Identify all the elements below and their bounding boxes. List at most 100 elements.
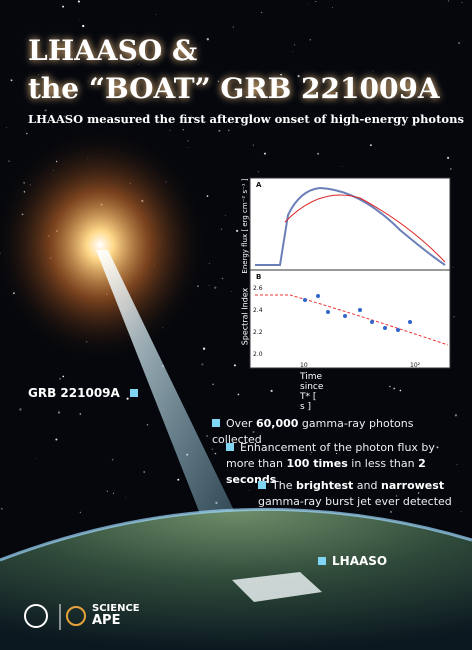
star — [370, 144, 372, 147]
star — [82, 24, 85, 28]
x-tick-label: 10 — [300, 362, 308, 369]
star — [0, 507, 3, 510]
cas-logo — [24, 604, 48, 628]
star — [225, 215, 226, 216]
star — [228, 129, 230, 131]
star — [155, 13, 157, 15]
logo-text: SCIENCE APE — [92, 603, 140, 627]
star — [457, 42, 461, 45]
star — [125, 496, 127, 498]
star — [77, 0, 80, 3]
star — [62, 375, 65, 378]
label-text: LHAASO — [332, 554, 388, 568]
star — [393, 387, 396, 390]
y-tick-label: 2.2 — [253, 329, 263, 336]
star — [345, 82, 347, 84]
x-tick-label: 10² — [410, 362, 421, 369]
star — [461, 2, 463, 4]
star — [111, 458, 114, 461]
text: gamma-ray burst jet ever detected — [258, 495, 452, 508]
star — [395, 495, 398, 497]
star — [447, 0, 449, 2]
star — [309, 39, 312, 41]
marker — [258, 481, 266, 489]
star — [447, 156, 450, 159]
text: Enhancement of the photon flux by more t… — [226, 441, 435, 470]
star — [214, 452, 217, 455]
star — [187, 147, 188, 148]
star — [79, 19, 80, 20]
star — [32, 83, 34, 85]
highlight: 60,000 — [255, 417, 299, 430]
label-text: GRB 221009A — [28, 386, 120, 400]
index-points — [303, 294, 412, 332]
bullet: Over 60,000 gamma-ray photons collected — [212, 416, 462, 448]
panel-label: A — [256, 181, 262, 189]
star — [261, 11, 263, 14]
star — [159, 53, 162, 56]
logo-line: SCIENCE — [92, 603, 140, 614]
star — [57, 411, 61, 414]
title: LHAASO & — [28, 34, 198, 67]
star — [10, 79, 13, 82]
star — [146, 424, 149, 426]
star — [391, 92, 393, 94]
star — [79, 413, 82, 415]
highlight: 100 times — [286, 457, 348, 470]
star — [201, 363, 204, 366]
star — [310, 79, 312, 82]
star — [38, 74, 40, 76]
highlight: brightest — [295, 479, 354, 492]
inset-background — [250, 178, 450, 368]
star — [190, 115, 192, 117]
star — [257, 171, 259, 173]
star — [8, 160, 10, 162]
star — [450, 168, 452, 170]
star — [126, 397, 129, 400]
star — [206, 435, 208, 437]
star — [178, 46, 181, 48]
star — [36, 457, 37, 459]
text: and — [353, 479, 381, 492]
logo-line: APE — [92, 613, 121, 628]
star — [177, 478, 180, 481]
star — [233, 364, 236, 367]
y-axis-label: Spectral Index — [240, 287, 250, 346]
text: in less than — [347, 457, 419, 470]
bullet: Enhancement of the photon flux by more t… — [226, 440, 462, 488]
star — [202, 347, 206, 350]
star — [206, 38, 209, 41]
star — [169, 129, 171, 131]
index-model — [255, 294, 449, 346]
star — [211, 448, 214, 450]
star — [452, 267, 454, 268]
star — [206, 195, 209, 197]
star — [69, 86, 71, 88]
star — [79, 511, 82, 514]
y-tick-label: 2.0 — [253, 351, 263, 358]
star — [208, 285, 210, 287]
star — [335, 452, 338, 455]
star — [453, 316, 455, 318]
subtitle: LHAASO measured the first afterglow onse… — [28, 112, 464, 126]
ape-logo — [66, 606, 86, 626]
star — [311, 451, 313, 453]
lhaaso-label: LHAASO — [318, 554, 387, 568]
star — [248, 490, 250, 491]
highlight: narrowest — [380, 479, 445, 492]
star — [280, 73, 283, 76]
star — [26, 132, 28, 135]
marker — [318, 557, 326, 565]
star — [44, 109, 47, 112]
star — [55, 438, 58, 441]
star — [231, 291, 232, 292]
star — [252, 430, 255, 434]
star — [143, 471, 146, 473]
star — [62, 5, 65, 8]
star — [252, 144, 255, 146]
star — [112, 492, 115, 494]
panel-label: B — [256, 273, 262, 281]
